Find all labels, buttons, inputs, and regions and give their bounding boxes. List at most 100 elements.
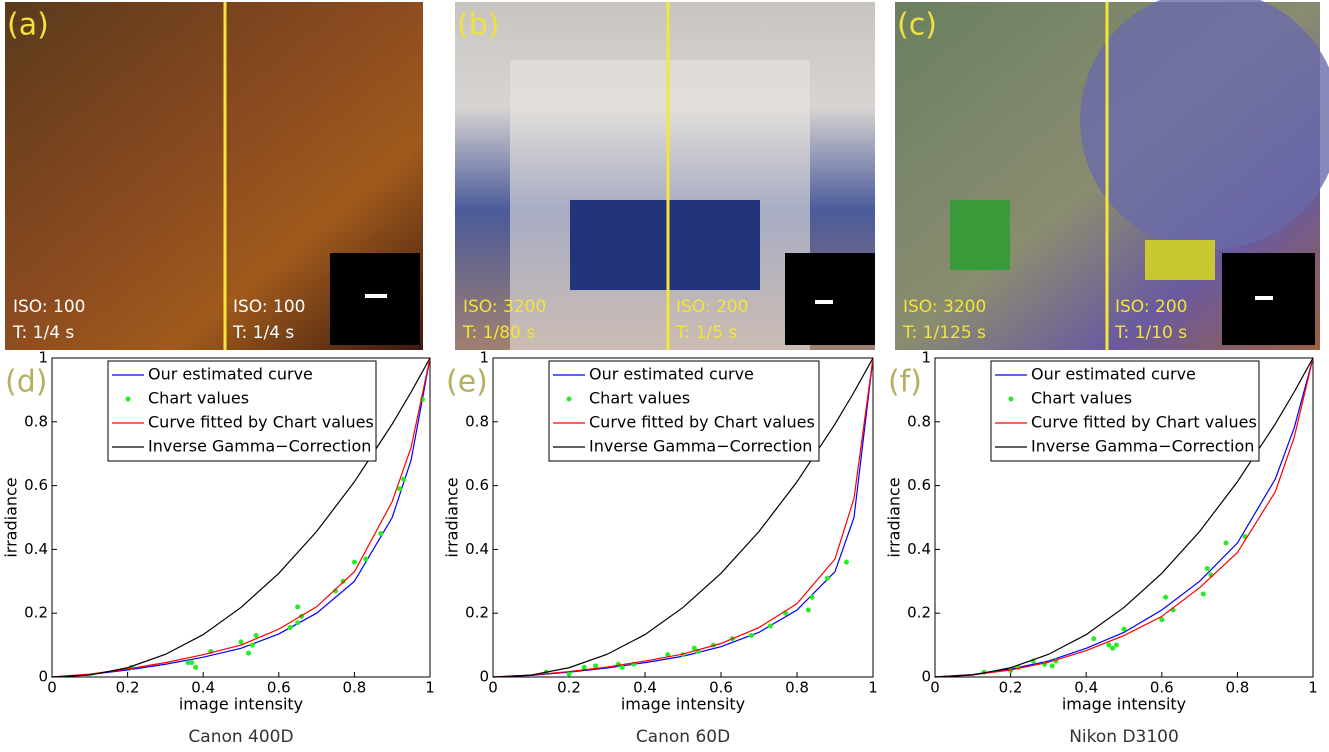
y-tick-label: 0.6 — [907, 476, 931, 494]
chart-point — [246, 650, 252, 656]
chart-point — [843, 559, 849, 565]
legend-entry: Curve fitted by Chart values — [589, 413, 815, 432]
y-tick-label: 0 — [38, 668, 48, 686]
chart-point — [253, 633, 259, 639]
photo-a — [5, 2, 423, 350]
chart-point — [340, 578, 346, 584]
x-axis-label: image intensity — [179, 695, 303, 714]
iso-label: ISO: 100 — [233, 297, 305, 317]
chart-label: (f) — [888, 365, 922, 400]
legend-entry: Chart values — [589, 389, 690, 408]
iso-label: ISO: 3200 — [903, 297, 986, 317]
plot-frame — [934, 357, 1314, 678]
legend-entry: Our estimated curve — [589, 365, 754, 384]
iso-label: ISO: 200 — [676, 297, 748, 317]
x-tick-label: 1 — [1308, 679, 1318, 697]
chart-point — [619, 664, 625, 670]
y-tick-label: 0.4 — [907, 540, 931, 558]
legend-marker — [1008, 396, 1014, 402]
y-tick-label: 0.8 — [24, 412, 48, 430]
legend-entry: Our estimated curve — [148, 365, 313, 384]
chart-point — [287, 625, 293, 631]
exposure-label: T: 1/125 s — [902, 323, 986, 343]
chart-label: (d) — [5, 365, 47, 400]
y-axis-label: irradiance — [2, 477, 21, 557]
chart-point — [593, 663, 599, 669]
chart-point — [189, 660, 195, 666]
legend-entry: Chart values — [1031, 389, 1132, 408]
legend-box — [990, 360, 1260, 462]
x-tick-label: 0.6 — [267, 679, 291, 697]
chart-point — [238, 639, 244, 645]
chart-point — [767, 623, 773, 629]
legend-entry: Chart values — [148, 389, 249, 408]
x-tick-label: 0 — [930, 679, 940, 697]
chart-point — [1110, 645, 1116, 651]
legend-entry: Curve fitted by Chart values — [1031, 413, 1257, 432]
chart-point — [809, 594, 815, 600]
x-axis-label: image intensity — [621, 695, 745, 714]
legend-marker — [566, 396, 572, 402]
chart-point — [1049, 663, 1055, 669]
curve — [51, 357, 431, 678]
curve — [934, 357, 1314, 678]
y-tick-label: 0.2 — [465, 604, 489, 622]
exposure-label: T: 1/5 s — [675, 323, 737, 343]
chart-point — [1113, 642, 1119, 648]
chart-point — [1204, 566, 1210, 572]
exposure-label: T: 1/10 s — [1114, 323, 1187, 343]
caption: Canon 60D — [636, 727, 730, 747]
y-tick-label: 0.6 — [465, 476, 489, 494]
legend-entry: Inverse Gamma−Correction — [589, 437, 812, 456]
x-tick-label: 0.8 — [342, 679, 366, 697]
y-tick-label: 0 — [479, 668, 489, 686]
chart-point — [566, 671, 572, 677]
curve — [492, 357, 874, 678]
curve — [934, 357, 1314, 678]
x-tick-label: 0.4 — [1074, 679, 1098, 697]
panel-label: (a) — [7, 8, 49, 43]
x-tick-label: 1 — [868, 679, 878, 697]
chart-point — [805, 607, 811, 613]
y-tick-label: 0.4 — [465, 540, 489, 558]
chart-point — [824, 575, 830, 581]
x-tick-label: 0.6 — [709, 679, 733, 697]
legend-box — [548, 360, 820, 462]
caption: Nikon D3100 — [1069, 727, 1179, 747]
chart-point — [397, 486, 403, 492]
x-tick-label: 0.2 — [999, 679, 1023, 697]
exposure-label: T: 1/4 s — [232, 323, 294, 343]
chart-point — [1163, 594, 1169, 600]
x-tick-label: 0.8 — [1225, 679, 1249, 697]
y-tick-label: 0.8 — [907, 412, 931, 430]
y-tick-label: 0 — [921, 668, 931, 686]
panel-label: (b) — [457, 8, 499, 43]
plot-frame — [492, 357, 874, 678]
exposure-label: T: 1/80 s — [462, 323, 535, 343]
chart-point — [1091, 636, 1097, 642]
chart-point — [185, 660, 191, 666]
chart-point — [295, 604, 301, 610]
legend-entry: Inverse Gamma−Correction — [1031, 437, 1254, 456]
chart-point — [1200, 591, 1206, 597]
curve — [51, 357, 431, 678]
chart-point — [351, 559, 357, 565]
chart-point — [1159, 617, 1165, 623]
chart-point — [363, 556, 369, 562]
x-tick-label: 0.8 — [785, 679, 809, 697]
iso-label: ISO: 100 — [13, 297, 85, 317]
legend-marker — [125, 396, 131, 402]
chart-point — [401, 476, 407, 482]
y-tick-label: 0.4 — [24, 540, 48, 558]
x-tick-label: 0.4 — [633, 679, 657, 697]
curve — [934, 357, 1314, 678]
x-tick-label: 0 — [488, 679, 498, 697]
chart-point — [1121, 626, 1127, 632]
chart-point — [1106, 642, 1112, 648]
y-tick-label: 1 — [921, 349, 931, 367]
legend-entry: Our estimated curve — [1031, 365, 1196, 384]
chart-point — [193, 664, 199, 670]
curve — [492, 357, 874, 678]
